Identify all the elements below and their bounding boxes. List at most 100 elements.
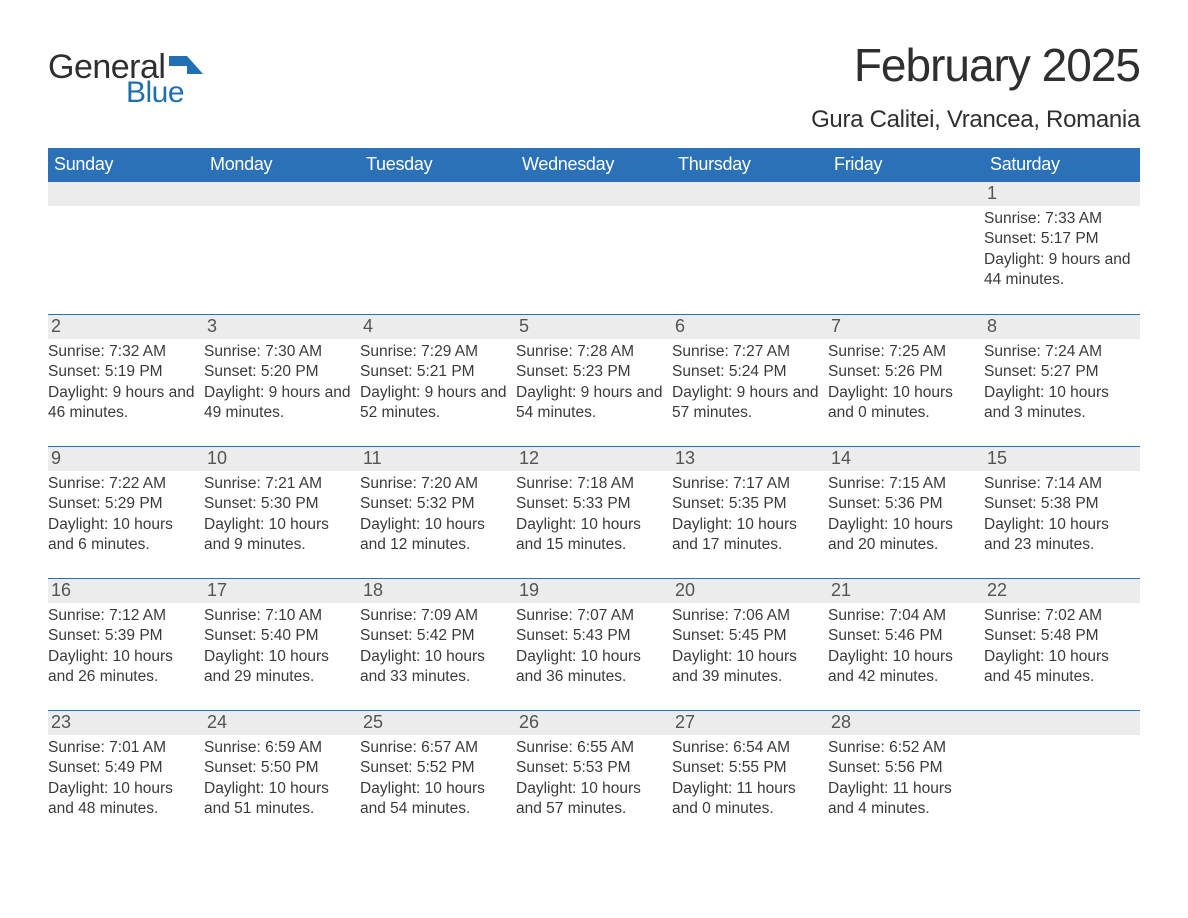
calendar-week: 2345678Sunrise: 7:32 AM Sunset: 5:19 PM … xyxy=(48,314,1140,446)
day-cell-content xyxy=(672,206,828,291)
day-cell-content xyxy=(48,206,204,291)
day-number: 5 xyxy=(516,315,672,339)
day-cell-content xyxy=(516,206,672,291)
day-number: 28 xyxy=(828,711,984,735)
day-number: 6 xyxy=(672,315,828,339)
day-cell-content xyxy=(360,206,516,291)
day-number: 21 xyxy=(828,579,984,603)
day-number-strip: 1 xyxy=(48,182,1140,206)
weekday-header: Saturday xyxy=(984,148,1140,182)
day-number: 12 xyxy=(516,447,672,471)
day-cell-content: Sunrise: 7:14 AM Sunset: 5:38 PM Dayligh… xyxy=(984,471,1140,556)
day-body-row: Sunrise: 7:22 AM Sunset: 5:29 PM Dayligh… xyxy=(48,471,1140,556)
day-cell-content: Sunrise: 7:32 AM Sunset: 5:19 PM Dayligh… xyxy=(48,339,204,424)
weekday-header: Wednesday xyxy=(516,148,672,182)
day-number-strip: 2345678 xyxy=(48,315,1140,339)
day-cell-content: Sunrise: 7:24 AM Sunset: 5:27 PM Dayligh… xyxy=(984,339,1140,424)
day-cell-content: Sunrise: 7:33 AM Sunset: 5:17 PM Dayligh… xyxy=(984,206,1140,291)
day-cell-content: Sunrise: 7:17 AM Sunset: 5:35 PM Dayligh… xyxy=(672,471,828,556)
day-number: 10 xyxy=(204,447,360,471)
calendar-week: 1Sunrise: 7:33 AM Sunset: 5:17 PM Daylig… xyxy=(48,182,1140,314)
day-body-row: Sunrise: 7:32 AM Sunset: 5:19 PM Dayligh… xyxy=(48,339,1140,424)
day-cell-content xyxy=(204,206,360,291)
day-number: 8 xyxy=(984,315,1140,339)
day-number: 3 xyxy=(204,315,360,339)
day-number: 20 xyxy=(672,579,828,603)
title-block: February 2025 Gura Calitei, Vrancea, Rom… xyxy=(811,38,1140,134)
day-cell-content: Sunrise: 7:20 AM Sunset: 5:32 PM Dayligh… xyxy=(360,471,516,556)
day-number: 23 xyxy=(48,711,204,735)
day-cell-content: Sunrise: 6:52 AM Sunset: 5:56 PM Dayligh… xyxy=(828,735,984,820)
day-cell-content: Sunrise: 7:27 AM Sunset: 5:24 PM Dayligh… xyxy=(672,339,828,424)
day-cell-content: Sunrise: 7:15 AM Sunset: 5:36 PM Dayligh… xyxy=(828,471,984,556)
day-cell-content: Sunrise: 6:55 AM Sunset: 5:53 PM Dayligh… xyxy=(516,735,672,820)
day-cell-content: Sunrise: 7:18 AM Sunset: 5:33 PM Dayligh… xyxy=(516,471,672,556)
day-body-row: Sunrise: 7:01 AM Sunset: 5:49 PM Dayligh… xyxy=(48,735,1140,820)
logo: General Blue xyxy=(48,38,203,108)
header: General Blue February 2025 Gura Calitei,… xyxy=(48,38,1140,134)
day-cell-content: Sunrise: 7:21 AM Sunset: 5:30 PM Dayligh… xyxy=(204,471,360,556)
day-number: 4 xyxy=(360,315,516,339)
day-cell-content: Sunrise: 7:02 AM Sunset: 5:48 PM Dayligh… xyxy=(984,603,1140,688)
day-number-strip: 9101112131415 xyxy=(48,447,1140,471)
page-title: February 2025 xyxy=(811,38,1140,92)
day-number: 22 xyxy=(984,579,1140,603)
day-number: 1 xyxy=(984,182,1140,206)
day-number: 14 xyxy=(828,447,984,471)
day-number: 7 xyxy=(828,315,984,339)
day-cell-content: Sunrise: 6:59 AM Sunset: 5:50 PM Dayligh… xyxy=(204,735,360,820)
day-number: 17 xyxy=(204,579,360,603)
day-number: 16 xyxy=(48,579,204,603)
day-cell-content: Sunrise: 7:06 AM Sunset: 5:45 PM Dayligh… xyxy=(672,603,828,688)
day-number: 11 xyxy=(360,447,516,471)
day-cell-content: Sunrise: 6:54 AM Sunset: 5:55 PM Dayligh… xyxy=(672,735,828,820)
day-number xyxy=(48,182,204,206)
day-cell-content: Sunrise: 7:09 AM Sunset: 5:42 PM Dayligh… xyxy=(360,603,516,688)
day-number: 25 xyxy=(360,711,516,735)
day-number: 13 xyxy=(672,447,828,471)
day-number-strip: 232425262728 xyxy=(48,711,1140,735)
day-number xyxy=(516,182,672,206)
day-cell-content: Sunrise: 7:28 AM Sunset: 5:23 PM Dayligh… xyxy=(516,339,672,424)
day-number xyxy=(984,711,1140,735)
weekday-header: Sunday xyxy=(48,148,204,182)
day-number: 18 xyxy=(360,579,516,603)
day-number: 24 xyxy=(204,711,360,735)
day-number xyxy=(672,182,828,206)
day-body-row: Sunrise: 7:12 AM Sunset: 5:39 PM Dayligh… xyxy=(48,603,1140,688)
day-number-strip: 16171819202122 xyxy=(48,579,1140,603)
day-number xyxy=(360,182,516,206)
location-subtitle: Gura Calitei, Vrancea, Romania xyxy=(811,106,1140,134)
day-cell-content xyxy=(828,206,984,291)
day-body-row: Sunrise: 7:33 AM Sunset: 5:17 PM Dayligh… xyxy=(48,206,1140,291)
calendar: SundayMondayTuesdayWednesdayThursdayFrid… xyxy=(48,148,1140,842)
weekday-header: Friday xyxy=(828,148,984,182)
day-cell-content: Sunrise: 6:57 AM Sunset: 5:52 PM Dayligh… xyxy=(360,735,516,820)
calendar-week: 9101112131415Sunrise: 7:22 AM Sunset: 5:… xyxy=(48,446,1140,578)
day-cell-content: Sunrise: 7:25 AM Sunset: 5:26 PM Dayligh… xyxy=(828,339,984,424)
day-cell-content: Sunrise: 7:10 AM Sunset: 5:40 PM Dayligh… xyxy=(204,603,360,688)
day-number xyxy=(828,182,984,206)
calendar-week: 16171819202122Sunrise: 7:12 AM Sunset: 5… xyxy=(48,578,1140,710)
calendar-week: 232425262728Sunrise: 7:01 AM Sunset: 5:4… xyxy=(48,710,1140,842)
day-number xyxy=(204,182,360,206)
logo-text-blue: Blue xyxy=(126,78,184,108)
day-cell-content: Sunrise: 7:30 AM Sunset: 5:20 PM Dayligh… xyxy=(204,339,360,424)
day-number: 15 xyxy=(984,447,1140,471)
day-cell-content: Sunrise: 7:01 AM Sunset: 5:49 PM Dayligh… xyxy=(48,735,204,820)
day-cell-content: Sunrise: 7:29 AM Sunset: 5:21 PM Dayligh… xyxy=(360,339,516,424)
day-number: 2 xyxy=(48,315,204,339)
day-number: 19 xyxy=(516,579,672,603)
day-cell-content: Sunrise: 7:22 AM Sunset: 5:29 PM Dayligh… xyxy=(48,471,204,556)
weekday-header: Tuesday xyxy=(360,148,516,182)
day-number: 26 xyxy=(516,711,672,735)
day-cell-content xyxy=(984,735,1140,820)
weekday-header-row: SundayMondayTuesdayWednesdayThursdayFrid… xyxy=(48,148,1140,182)
day-number: 27 xyxy=(672,711,828,735)
day-cell-content: Sunrise: 7:12 AM Sunset: 5:39 PM Dayligh… xyxy=(48,603,204,688)
day-number: 9 xyxy=(48,447,204,471)
day-cell-content: Sunrise: 7:07 AM Sunset: 5:43 PM Dayligh… xyxy=(516,603,672,688)
day-cell-content: Sunrise: 7:04 AM Sunset: 5:46 PM Dayligh… xyxy=(828,603,984,688)
weekday-header: Thursday xyxy=(672,148,828,182)
weekday-header: Monday xyxy=(204,148,360,182)
